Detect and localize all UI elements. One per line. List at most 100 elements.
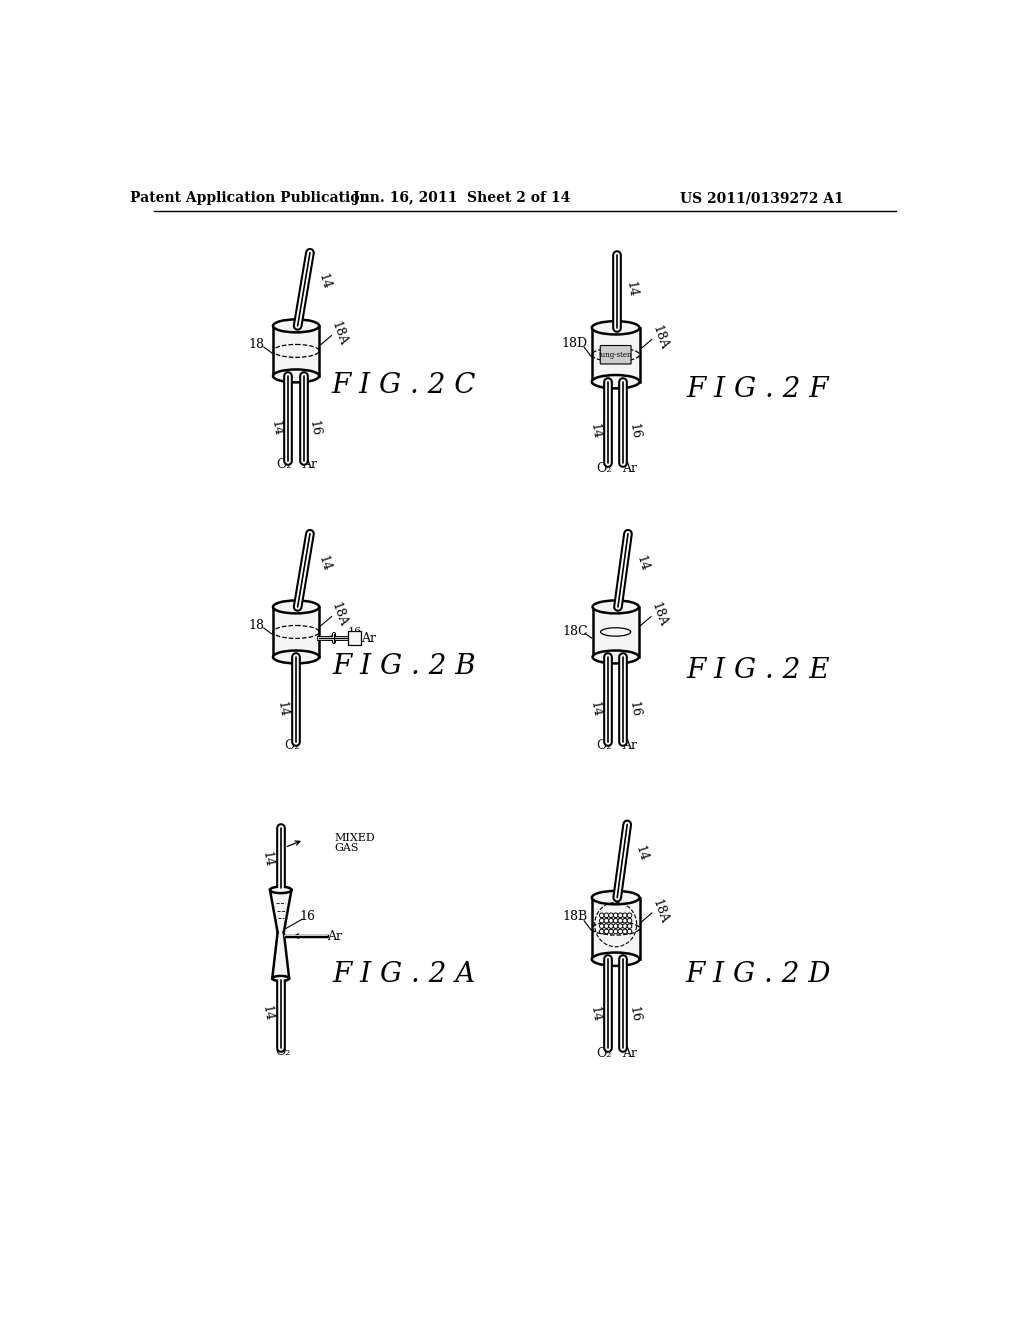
Text: Jun. 16, 2011  Sheet 2 of 14: Jun. 16, 2011 Sheet 2 of 14: [353, 191, 570, 206]
Bar: [592, 327, 640, 381]
Text: 14: 14: [588, 701, 603, 718]
Ellipse shape: [592, 891, 640, 904]
Text: Ar: Ar: [622, 739, 637, 752]
Circle shape: [608, 924, 613, 928]
Text: 18A: 18A: [649, 898, 670, 925]
Text: 14: 14: [588, 422, 603, 441]
Ellipse shape: [601, 628, 631, 636]
Circle shape: [613, 913, 617, 917]
Text: 16: 16: [347, 627, 361, 638]
Polygon shape: [270, 890, 292, 932]
Circle shape: [604, 919, 608, 923]
Text: F I G . 2 C: F I G . 2 C: [332, 372, 476, 399]
Ellipse shape: [273, 601, 319, 614]
Text: 14: 14: [259, 1005, 274, 1022]
Circle shape: [604, 924, 608, 928]
Ellipse shape: [272, 975, 289, 981]
Text: 18A: 18A: [329, 601, 349, 628]
Bar: [273, 607, 319, 657]
Text: 14: 14: [274, 701, 290, 718]
Text: Ar: Ar: [622, 462, 637, 475]
Bar: [593, 607, 639, 657]
Text: O₂: O₂: [596, 1047, 611, 1060]
Text: Ar: Ar: [622, 1047, 637, 1060]
Text: 18A: 18A: [648, 601, 669, 628]
Text: 14: 14: [633, 553, 650, 573]
Text: MIXED: MIXED: [335, 833, 376, 842]
Circle shape: [599, 929, 604, 933]
Text: Ar: Ar: [302, 458, 316, 471]
Circle shape: [613, 924, 617, 928]
Text: 18B: 18B: [562, 911, 588, 924]
Circle shape: [623, 929, 628, 933]
Text: F I G . 2 F: F I G . 2 F: [687, 376, 829, 403]
Ellipse shape: [273, 370, 319, 383]
Ellipse shape: [593, 601, 639, 614]
Circle shape: [613, 929, 617, 933]
Circle shape: [608, 919, 613, 923]
Text: F I G . 2 B: F I G . 2 B: [332, 653, 476, 680]
Text: O₂: O₂: [276, 458, 292, 471]
Text: 16: 16: [627, 701, 642, 718]
Circle shape: [628, 924, 632, 928]
Text: US 2011/0139272 A1: US 2011/0139272 A1: [680, 191, 844, 206]
Polygon shape: [272, 932, 289, 978]
Ellipse shape: [592, 321, 640, 334]
Text: 14: 14: [588, 1006, 603, 1023]
Ellipse shape: [593, 651, 639, 664]
Text: 18A: 18A: [649, 323, 670, 351]
Circle shape: [599, 913, 604, 917]
Text: 14: 14: [315, 553, 333, 573]
Text: 18: 18: [248, 338, 264, 351]
Circle shape: [604, 913, 608, 917]
Circle shape: [628, 919, 632, 923]
Ellipse shape: [273, 651, 319, 664]
Text: F I G . 2 A: F I G . 2 A: [332, 961, 475, 989]
Text: 18: 18: [248, 619, 264, 632]
Text: 14: 14: [315, 272, 333, 292]
Text: 18C: 18C: [563, 626, 589, 639]
Text: 14: 14: [259, 850, 274, 869]
Ellipse shape: [270, 887, 292, 894]
Circle shape: [617, 919, 623, 923]
Text: 16: 16: [627, 422, 642, 441]
Circle shape: [599, 919, 604, 923]
Text: GAS: GAS: [335, 842, 359, 853]
Circle shape: [599, 924, 604, 928]
Text: 18D: 18D: [562, 337, 588, 350]
Circle shape: [613, 919, 617, 923]
Circle shape: [623, 919, 628, 923]
Circle shape: [628, 929, 632, 933]
Text: 14: 14: [268, 420, 284, 437]
Text: O₂: O₂: [285, 739, 300, 752]
Circle shape: [617, 924, 623, 928]
Circle shape: [608, 929, 613, 933]
Text: Patent Application Publication: Patent Application Publication: [130, 191, 370, 206]
Circle shape: [617, 929, 623, 933]
Circle shape: [623, 913, 628, 917]
Circle shape: [617, 913, 623, 917]
Text: 14: 14: [633, 843, 649, 863]
FancyBboxPatch shape: [600, 346, 631, 364]
Bar: [348, 631, 360, 645]
Text: Ar: Ar: [327, 929, 342, 942]
Ellipse shape: [592, 953, 640, 966]
Bar: [592, 898, 640, 960]
Circle shape: [604, 929, 608, 933]
Text: O₂: O₂: [275, 1045, 291, 1059]
Text: 18A: 18A: [329, 319, 349, 348]
Circle shape: [608, 913, 613, 917]
Text: F I G . 2 D: F I G . 2 D: [685, 961, 830, 989]
Text: 16: 16: [627, 1006, 642, 1023]
Text: O₂: O₂: [596, 739, 611, 752]
Text: 14: 14: [624, 280, 639, 298]
Ellipse shape: [273, 319, 319, 333]
Text: 16: 16: [307, 420, 323, 437]
Text: F I G . 2 E: F I G . 2 E: [686, 657, 829, 684]
Ellipse shape: [592, 375, 640, 388]
Text: tung-sten: tung-sten: [599, 351, 633, 359]
Bar: [273, 326, 319, 376]
Text: Ar: Ar: [361, 631, 376, 644]
Text: 16: 16: [300, 911, 315, 924]
Text: O₂: O₂: [596, 462, 611, 475]
